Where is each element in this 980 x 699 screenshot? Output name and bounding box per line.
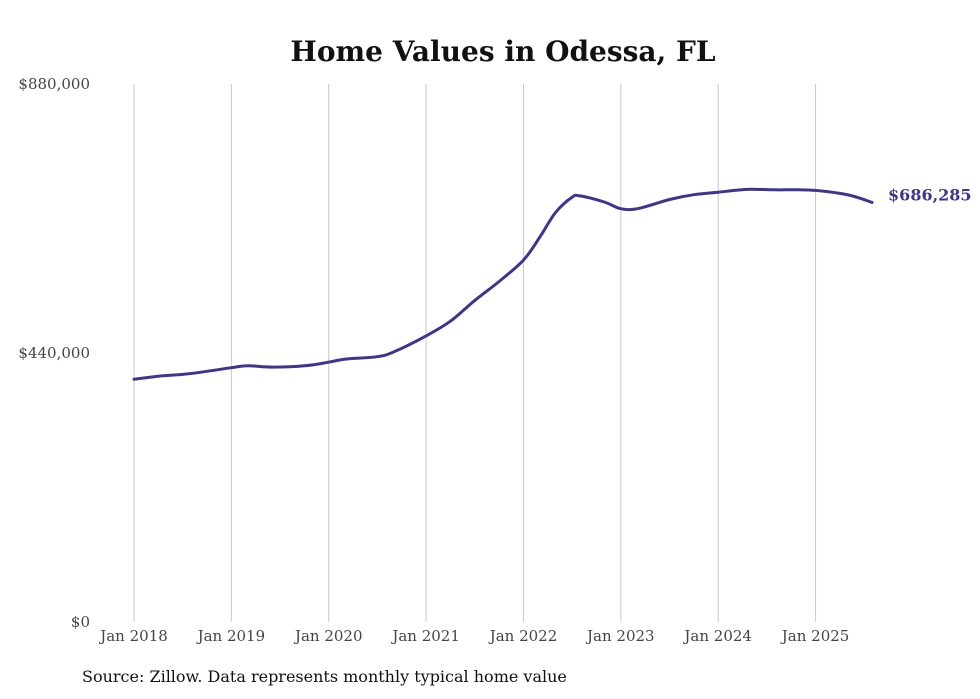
x-tick-label: Jan 2022 (488, 627, 558, 645)
x-tick-label: Jan 2025 (780, 627, 850, 645)
x-tick-label: Jan 2021 (390, 627, 460, 645)
x-tick-label: Jan 2020 (293, 627, 363, 645)
x-tick-label: Jan 2024 (682, 627, 752, 645)
y-tick-label: $0 (71, 613, 90, 631)
gridlines (133, 84, 817, 622)
series-group (132, 187, 874, 381)
end-value-label: $686,285 (888, 185, 972, 204)
x-tick-label: Jan 2018 (98, 627, 168, 645)
chart-title: Home Values in Odessa, FL (290, 35, 716, 68)
series-line-0 (132, 187, 874, 381)
x-tick-label: Jan 2023 (585, 627, 655, 645)
y-axis: $0 $440,000 $880,000 (18, 75, 90, 631)
x-tick-label: Jan 2019 (196, 627, 266, 645)
source-note: Source: Zillow. Data represents monthly … (82, 667, 567, 686)
y-tick-label: $440,000 (18, 344, 90, 362)
y-tick-label: $880,000 (18, 75, 90, 93)
x-axis: Jan 2018 Jan 2019 Jan 2020 Jan 2021 Jan 2022… (98, 627, 849, 645)
